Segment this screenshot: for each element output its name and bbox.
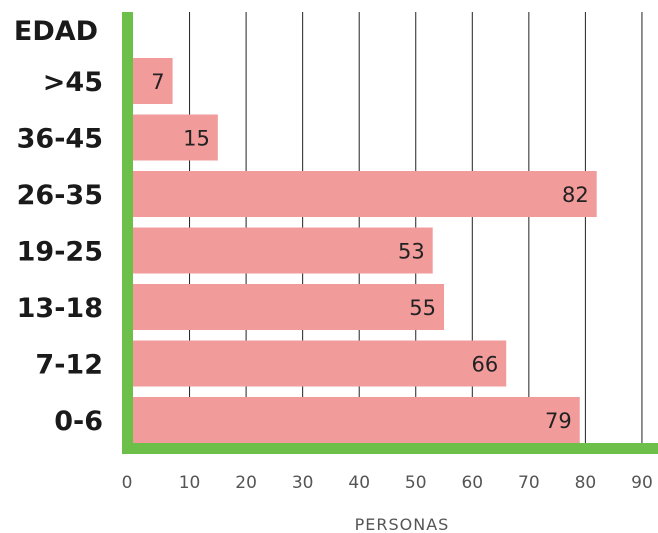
bar [133, 171, 597, 217]
x-tick-label: 10 [179, 473, 201, 493]
x-tick-label: 20 [235, 473, 257, 493]
x-tick-labels: 0 10 20 30 40 50 60 70 80 90 [122, 473, 653, 493]
x-tick-label: 60 [461, 473, 483, 493]
bar [133, 114, 218, 161]
bar [133, 58, 173, 104]
category-label: >45 [43, 67, 103, 98]
x-tick-label: 90 [631, 473, 653, 493]
x-tick-label: 30 [292, 473, 314, 493]
data-label: 82 [562, 183, 589, 207]
category-label: 36-45 [17, 124, 103, 155]
y-axis-title: EDAD [14, 16, 98, 47]
category-labels: >45 36-45 26-35 19-25 13-18 7-12 0-6 [17, 67, 103, 437]
x-tick-label: 70 [518, 473, 540, 493]
y-axis-line [122, 12, 133, 454]
data-label: 53 [398, 240, 425, 264]
data-label: 66 [471, 353, 498, 377]
x-axis-line [122, 443, 658, 454]
category-label: 0-6 [54, 406, 103, 437]
axes [122, 12, 658, 454]
value-labels: 7 15 82 53 55 66 79 [151, 70, 589, 433]
category-label: 7-12 [35, 350, 103, 381]
x-axis-title: PERSONAS [355, 515, 450, 533]
x-tick-label: 0 [122, 473, 133, 493]
bar [133, 340, 507, 387]
category-label: 26-35 [17, 180, 103, 211]
bars [133, 58, 597, 443]
x-tick-label: 50 [405, 473, 427, 493]
x-tick-label: 40 [348, 473, 370, 493]
data-label: 15 [183, 127, 210, 151]
bar [133, 397, 580, 443]
data-label: 55 [409, 296, 436, 320]
category-label: 13-18 [17, 293, 103, 324]
bar [133, 227, 433, 274]
category-label: 19-25 [17, 237, 103, 268]
x-tick-label: 80 [575, 473, 597, 493]
data-label: 7 [151, 70, 164, 94]
bar [133, 284, 445, 330]
data-label: 79 [545, 409, 572, 433]
